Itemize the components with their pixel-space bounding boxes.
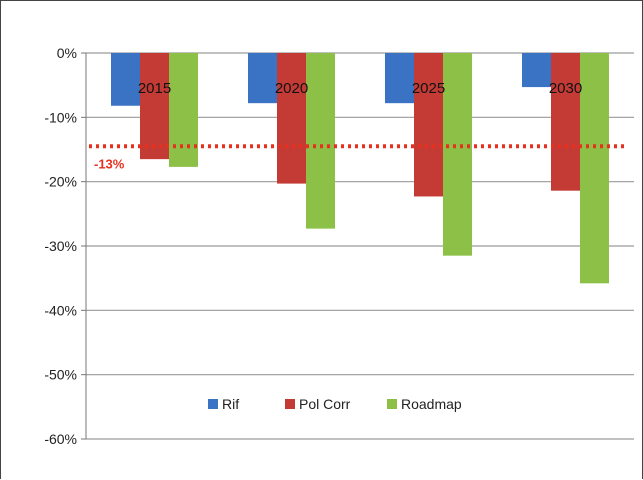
bar-rif	[385, 53, 414, 104]
category-label: 2025	[412, 80, 445, 97]
legend-swatch	[285, 399, 295, 409]
y-tick-label: -30%	[44, 238, 77, 254]
y-tick-label: -60%	[44, 431, 77, 447]
legend-swatch	[387, 399, 397, 409]
reference-line: -13%	[89, 144, 624, 171]
reference-line-label: -13%	[94, 156, 125, 171]
legend: Rif Pol Corr Roadmap	[208, 396, 462, 412]
bars	[111, 53, 609, 284]
y-tick-label: -40%	[44, 302, 77, 318]
bar-pol-corr	[277, 53, 306, 184]
bar-rif	[111, 53, 140, 106]
legend-swatch	[208, 399, 218, 409]
y-tick-label: -10%	[44, 109, 77, 125]
category-labels: 2015 2020 2025 2030	[138, 80, 582, 97]
y-tick-label: 0%	[57, 45, 77, 61]
legend-label: Roadmap	[401, 396, 462, 412]
bar-rif	[248, 53, 277, 104]
y-tick-label: -50%	[44, 367, 77, 383]
bar-roadmap	[580, 53, 609, 284]
category-label: 2015	[138, 80, 171, 97]
category-label: 2020	[275, 80, 308, 97]
category-label: 2030	[549, 80, 582, 97]
y-axis-ticks: 0% -10% -20% -30% -40% -50% -60%	[44, 45, 77, 447]
legend-label: Rif	[222, 396, 239, 412]
bar-roadmap	[306, 53, 335, 229]
bar-rif	[522, 53, 551, 88]
bar-roadmap	[169, 53, 198, 167]
bar-pol-corr	[414, 53, 443, 197]
bar-pol-corr	[140, 53, 169, 160]
bar-pol-corr	[551, 53, 580, 191]
bar-roadmap	[443, 53, 472, 256]
y-tick-label: -20%	[44, 174, 77, 190]
legend-label: Pol Corr	[299, 396, 351, 412]
